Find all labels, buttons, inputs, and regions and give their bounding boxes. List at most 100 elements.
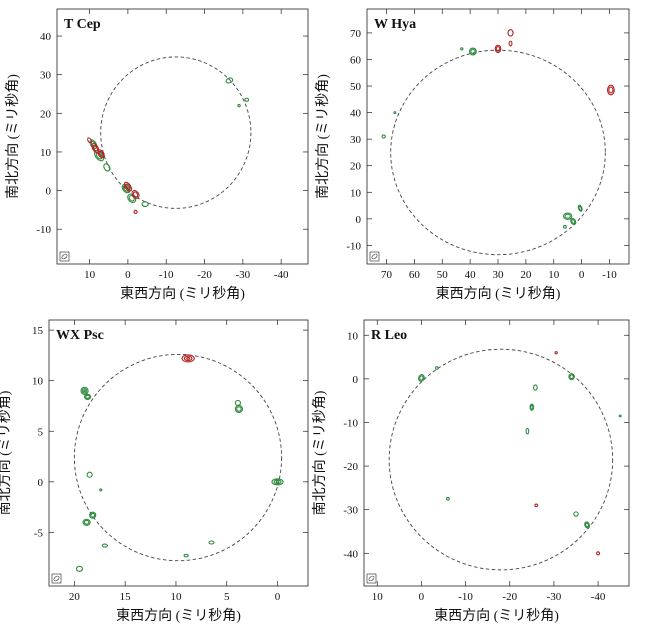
panel-title: WX Psc [56, 328, 104, 343]
x-tick-label: 60 [409, 269, 421, 281]
beam-ellipse [53, 575, 60, 582]
y-axis-label: 南北方向 (ミリ秒角) [315, 74, 331, 199]
x-tick-label: -10 [602, 269, 617, 281]
x-tick-label: 0 [419, 591, 425, 603]
green-maser-spot [81, 388, 88, 394]
x-tick-label: 10 [372, 591, 384, 603]
x-tick-label: -30 [236, 269, 251, 281]
red-maser-spot [87, 137, 93, 144]
y-tick-label: 10 [347, 330, 359, 342]
fitted-ring [388, 348, 614, 571]
x-tick-label: -20 [197, 269, 212, 281]
green-maser-spot [434, 366, 439, 370]
green-maser-spot [141, 201, 149, 207]
panel-wx-psc: 20 15 10 5 0 -5 0 5 10 15 WX Psc 東西方向 (ミリ秒角) 南北方向 (ミ… [0, 319, 309, 624]
green-maser-spot [578, 205, 582, 211]
x-tick-label: 40 [465, 269, 477, 281]
red-maser-spot [123, 181, 133, 192]
y-tick-label: 50 [350, 81, 362, 93]
y-tick-label: 0 [38, 477, 44, 489]
y-tick-label: 40 [40, 31, 52, 43]
x-tick-label: 15 [120, 591, 132, 603]
green-maser-spot [85, 394, 91, 399]
red-maser-spot [98, 150, 104, 157]
x-tick-label: -40 [591, 591, 606, 603]
x-axis-label: 東西方向 (ミリ秒角) [434, 608, 559, 624]
green-maser-spot [271, 478, 284, 486]
x-tick-label: 0 [125, 269, 131, 281]
red-maser-spot [125, 183, 131, 191]
red-maser-spot [595, 551, 601, 556]
y-tick-label: 10 [350, 187, 362, 199]
panel-title: R Leo [371, 328, 407, 343]
red-maser-spot [534, 503, 539, 508]
green-maser-spot [529, 403, 535, 411]
green-maser-spot [562, 212, 573, 220]
y-tick-label: 30 [40, 70, 52, 82]
green-maser-spot [234, 399, 242, 407]
y-tick-label: 70 [350, 28, 362, 40]
green-maser-spot [101, 543, 108, 548]
x-axis-label: 東西方向 (ミリ秒角) [116, 608, 241, 624]
green-maser-spot [121, 184, 131, 194]
green-maser-spot [237, 103, 241, 108]
green-maser-spot [225, 77, 234, 84]
panel-t-cep: 10 0 -10 -20 -30 -40 -10 0 10 20 30 40 T Cep 東西方向 (ミリ… [5, 8, 309, 302]
x-tick-label: 20 [520, 269, 532, 281]
green-maser-spot [418, 374, 425, 382]
y-tick-label: 20 [350, 161, 362, 173]
green-maser-spot [571, 219, 576, 224]
x-tick-label: 0 [275, 591, 281, 603]
x-tick-label: 20 [69, 591, 81, 603]
x-tick-label: 10 [548, 269, 560, 281]
red-maser-spot [606, 84, 615, 96]
green-maser-spot [83, 393, 92, 400]
y-tick-label: 10 [40, 147, 52, 159]
y-axis-label: 南北方向 (ミリ秒角) [5, 74, 21, 199]
red-maser-spot [494, 44, 502, 54]
x-tick-label: 50 [437, 269, 449, 281]
green-maser-spot [618, 414, 622, 418]
green-maser-spot [569, 374, 574, 380]
green-maser-spot [533, 384, 538, 391]
x-tick-label: 0 [579, 269, 585, 281]
red-maser-spot [554, 351, 558, 355]
red-maser-spot [495, 45, 501, 52]
y-tick-label: -30 [343, 505, 358, 517]
green-maser-spot [75, 565, 84, 572]
green-maser-spot [469, 47, 477, 56]
beam-ellipse [371, 253, 378, 260]
green-maser-spot [236, 406, 242, 412]
y-tick-label: 60 [350, 54, 362, 66]
y-axis-label: 南北方向 (ミリ秒角) [0, 390, 13, 515]
panel-title: W Hya [374, 17, 416, 32]
y-tick-label: -20 [343, 461, 358, 473]
green-maser-spot [86, 471, 93, 478]
green-maser-spot [90, 512, 96, 518]
y-tick-label: 0 [46, 186, 52, 198]
red-maser-spot [508, 40, 513, 47]
x-axis-label: 東西方向 (ミリ秒角) [436, 286, 561, 302]
y-tick-label: 20 [40, 108, 52, 120]
beam-box [59, 251, 70, 262]
green-maser-spot [393, 111, 397, 115]
y-tick-label: -40 [343, 548, 358, 560]
green-maser-spot [103, 163, 111, 172]
red-maser-spot [92, 144, 98, 152]
x-tick-label: -40 [274, 269, 289, 281]
fitted-ring [390, 49, 606, 256]
x-tick-label: 10 [170, 591, 182, 603]
green-maser-spot [83, 389, 86, 393]
green-maser-spot [381, 134, 386, 139]
green-maser-spot [273, 479, 282, 485]
y-tick-label: 40 [350, 108, 362, 120]
panel-title: T Cep [64, 17, 101, 32]
red-maser-spot [507, 29, 514, 37]
x-tick-label: -20 [502, 591, 517, 603]
x-tick-label: 30 [493, 269, 505, 281]
green-maser-spot [460, 47, 464, 51]
x-tick-label: -10 [458, 591, 473, 603]
green-maser-spot [183, 553, 189, 558]
green-maser-spot [568, 373, 575, 381]
